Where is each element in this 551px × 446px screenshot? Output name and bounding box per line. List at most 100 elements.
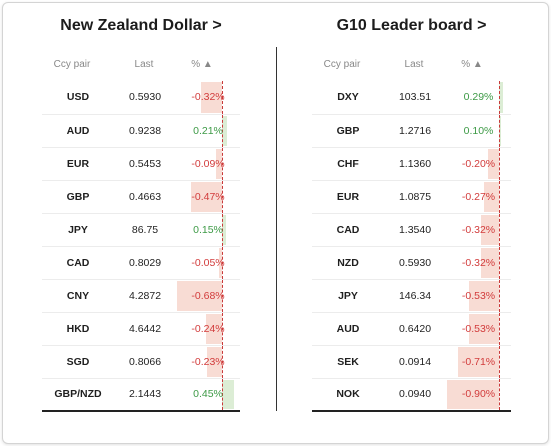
percent-change-value: -0.68% xyxy=(191,289,225,302)
percent-change-value: -0.09% xyxy=(191,157,225,170)
ccy-pair-cell: NZD xyxy=(312,246,384,280)
zero-line xyxy=(222,147,224,180)
percent-change-cell: 0.15% xyxy=(176,213,240,247)
percent-change-cell: -0.27% xyxy=(446,180,511,214)
last-price-cell: 0.9238 xyxy=(114,114,176,148)
table-row[interactable]: DXY 103.51 0.29% xyxy=(312,81,511,115)
ccy-pair-cell: CHF xyxy=(312,147,384,181)
zero-line xyxy=(222,114,224,147)
change-bar xyxy=(468,280,500,311)
header-last[interactable]: Last xyxy=(134,59,154,70)
table-row[interactable]: USD 0.5930 -0.32% xyxy=(42,81,240,115)
table-row[interactable]: JPY 86.75 0.15% xyxy=(42,213,240,247)
ccy-pair-cell: GBP xyxy=(312,114,384,148)
change-bar xyxy=(191,181,223,212)
ccy-pair-cell: CNY xyxy=(42,279,114,313)
table-row[interactable]: GBP 1.2716 0.10% xyxy=(312,114,511,148)
zero-line xyxy=(222,312,224,345)
zero-line xyxy=(499,378,501,410)
table-row[interactable]: NOK 0.0940 -0.90% xyxy=(312,378,511,412)
change-bar xyxy=(218,247,223,278)
last-price-cell: 0.0914 xyxy=(384,345,446,379)
g10-panel-title[interactable]: G10 Leader board > xyxy=(336,17,487,34)
ccy-pair-cell: AUD xyxy=(312,312,384,346)
ccy-pair-cell: CAD xyxy=(312,213,384,247)
table-row[interactable]: GBP 0.4663 -0.47% xyxy=(42,180,240,214)
percent-change-cell: -0.32% xyxy=(446,213,511,247)
percent-change-value: -0.90% xyxy=(461,388,496,401)
ccy-pair-cell: SEK xyxy=(312,345,384,379)
change-bar xyxy=(458,346,500,377)
percent-change-value: -0.32% xyxy=(461,223,496,236)
last-price-cell: 146.34 xyxy=(384,279,446,313)
nzd-panel-title[interactable]: New Zealand Dollar > xyxy=(60,17,222,34)
table-row[interactable]: AUD 0.6420 -0.53% xyxy=(312,312,511,346)
table-row[interactable]: NZD 0.5930 -0.32% xyxy=(312,246,511,280)
ccy-pair-cell: HKD xyxy=(42,312,114,346)
change-bar xyxy=(216,148,223,179)
header-percent-change[interactable]: % ▲ xyxy=(461,59,483,70)
g10-rates-table: DXY 103.51 0.29% GBP 1.2716 0.10% CHF 1.1360 -0.… xyxy=(312,81,511,412)
header-percent-change[interactable]: % ▲ xyxy=(191,59,213,70)
header-last[interactable]: Last xyxy=(404,59,424,70)
table-row[interactable]: CAD 0.8029 -0.05% xyxy=(42,246,240,280)
table-row[interactable]: HKD 4.6442 -0.24% xyxy=(42,312,240,346)
zero-line xyxy=(222,378,224,410)
ccy-pair-cell: DXY xyxy=(312,81,384,115)
ccy-pair-cell: AUD xyxy=(42,114,114,148)
percent-change-cell: 0.10% xyxy=(446,114,511,148)
table-row[interactable]: EUR 0.5453 -0.09% xyxy=(42,147,240,181)
last-price-cell: 1.1360 xyxy=(384,147,446,181)
change-bar xyxy=(206,313,223,344)
zero-line xyxy=(499,81,501,114)
header-ccy-pair[interactable]: Ccy pair xyxy=(323,59,361,70)
percent-change-cell: 0.29% xyxy=(446,81,511,115)
ccy-pair-cell: JPY xyxy=(42,213,114,247)
percent-change-cell: -0.47% xyxy=(176,180,240,214)
table-row[interactable]: SEK 0.0914 -0.71% xyxy=(312,345,511,379)
percent-change-value: -0.53% xyxy=(461,289,496,302)
table-row[interactable]: AUD 0.9238 0.21% xyxy=(42,114,240,148)
ccy-pair-cell: JPY xyxy=(312,279,384,313)
last-price-cell: 1.2716 xyxy=(384,114,446,148)
zero-line xyxy=(499,180,501,213)
table-row[interactable]: CNY 4.2872 -0.68% xyxy=(42,279,240,313)
percent-change-cell: -0.53% xyxy=(446,312,511,346)
percent-change-cell: -0.09% xyxy=(176,147,240,181)
change-bar xyxy=(483,181,500,212)
last-price-cell: 0.8066 xyxy=(114,345,176,379)
change-bar xyxy=(222,115,228,146)
percent-change-cell: -0.32% xyxy=(446,246,511,280)
percent-change-value: -0.53% xyxy=(461,322,496,335)
percent-change-value: 0.15% xyxy=(193,223,223,236)
percent-change-cell: -0.90% xyxy=(446,378,511,412)
zero-line xyxy=(499,147,501,180)
table-row[interactable]: CAD 1.3540 -0.32% xyxy=(312,213,511,247)
change-bar xyxy=(206,346,223,377)
percent-change-cell: -0.05% xyxy=(176,246,240,280)
table-row[interactable]: CHF 1.1360 -0.20% xyxy=(312,147,511,181)
ccy-pair-cell: SGD xyxy=(42,345,114,379)
last-price-cell: 0.4663 xyxy=(114,180,176,214)
ccy-pair-cell: USD xyxy=(42,81,114,115)
percent-change-cell: -0.24% xyxy=(176,312,240,346)
ccy-pair-cell: EUR xyxy=(312,180,384,214)
zero-line xyxy=(499,213,501,246)
percent-change-value: 0.21% xyxy=(193,124,223,137)
last-price-cell: 2.1443 xyxy=(114,378,176,412)
percent-change-cell: -0.53% xyxy=(446,279,511,313)
percent-change-value: 0.45% xyxy=(193,388,223,401)
table-row[interactable]: SGD 0.8066 -0.23% xyxy=(42,345,240,379)
table-row[interactable]: EUR 1.0875 -0.27% xyxy=(312,180,511,214)
zero-line xyxy=(499,246,501,279)
percent-change-value: 0.10% xyxy=(463,124,494,137)
zero-line xyxy=(499,114,501,147)
zero-line xyxy=(499,345,501,378)
table-row[interactable]: JPY 146.34 -0.53% xyxy=(312,279,511,313)
change-bar xyxy=(480,214,500,245)
ccy-pair-cell: GBP xyxy=(42,180,114,214)
ccy-pair-cell: NOK xyxy=(312,378,384,412)
table-row[interactable]: GBP/NZD 2.1443 0.45% xyxy=(42,378,240,412)
header-ccy-pair[interactable]: Ccy pair xyxy=(53,59,91,70)
